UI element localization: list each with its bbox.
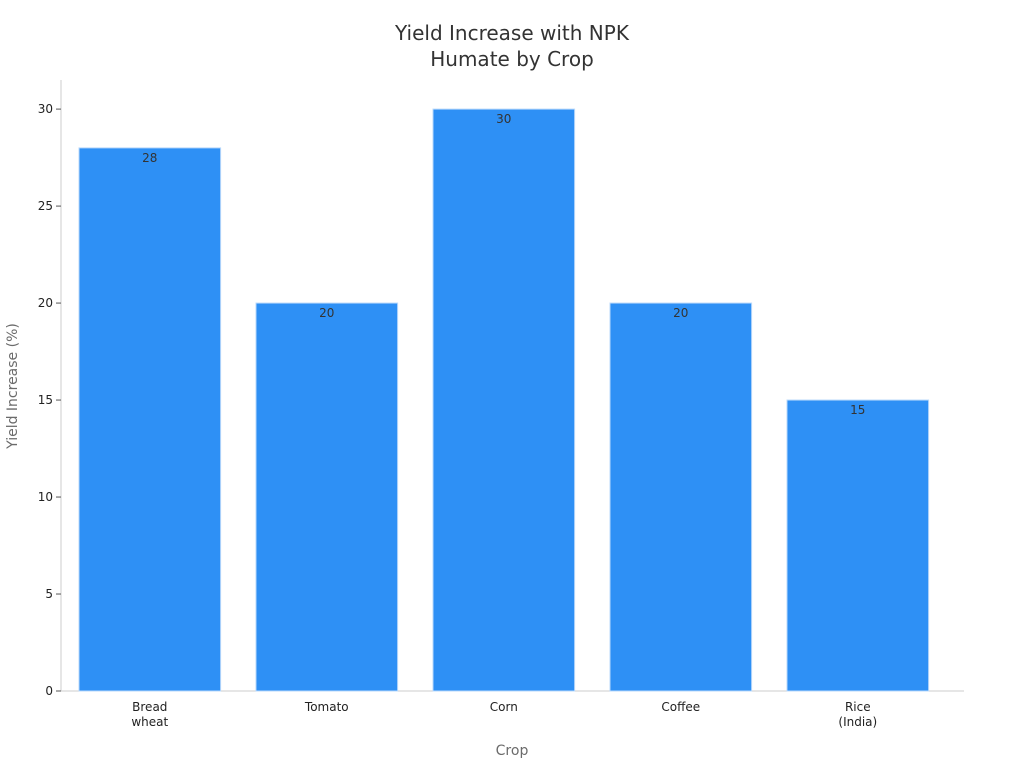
data-label: 20 — [673, 306, 688, 320]
x-tick-label-line: Coffee — [661, 700, 700, 714]
y-tick-label: 15 — [38, 393, 53, 407]
y-tick-label: 0 — [45, 684, 53, 698]
x-tick-label: Corn — [490, 700, 518, 714]
x-tick-label: Tomato — [304, 700, 349, 714]
bar — [78, 147, 222, 692]
x-tick-label-line: Rice — [845, 700, 871, 714]
y-tick-label: 20 — [38, 296, 53, 310]
data-label: 20 — [319, 306, 334, 320]
x-tick-label: Rice (India) — [838, 700, 877, 729]
data-label: 30 — [496, 112, 511, 126]
y-axis-title: Yield Increase (%) — [5, 323, 21, 450]
chart-title: Yield Increase with NPK Humate by Crop — [394, 21, 630, 71]
x-tick-label: Coffee — [661, 700, 700, 714]
y-tick-label: 5 — [45, 587, 53, 601]
plot-area: 0 5 10 15 20 25 30 28 Bread wheat 20 Tomato 30 Corn 20… — [38, 80, 964, 729]
y-tick-label: 10 — [38, 490, 53, 504]
x-axis-title: Crop — [496, 743, 529, 759]
chart-title-line: Yield Increase with NPK — [394, 21, 630, 45]
x-tick-label-line: Corn — [490, 700, 518, 714]
bar — [255, 302, 399, 692]
bar — [609, 302, 753, 692]
x-tick-label: Bread wheat — [131, 700, 168, 729]
x-tick-label-line: Tomato — [304, 700, 349, 714]
x-tick-label-line: (India) — [838, 715, 877, 729]
data-label: 28 — [142, 151, 157, 165]
data-label: 15 — [850, 403, 865, 417]
bar — [786, 399, 930, 692]
y-tick-label: 30 — [38, 102, 53, 116]
y-tick-label: 25 — [38, 199, 53, 213]
x-tick-label-line: wheat — [131, 715, 168, 729]
chart-title-line: Humate by Crop — [430, 47, 594, 71]
bar — [432, 108, 576, 692]
x-tick-label-line: Bread — [132, 700, 167, 714]
